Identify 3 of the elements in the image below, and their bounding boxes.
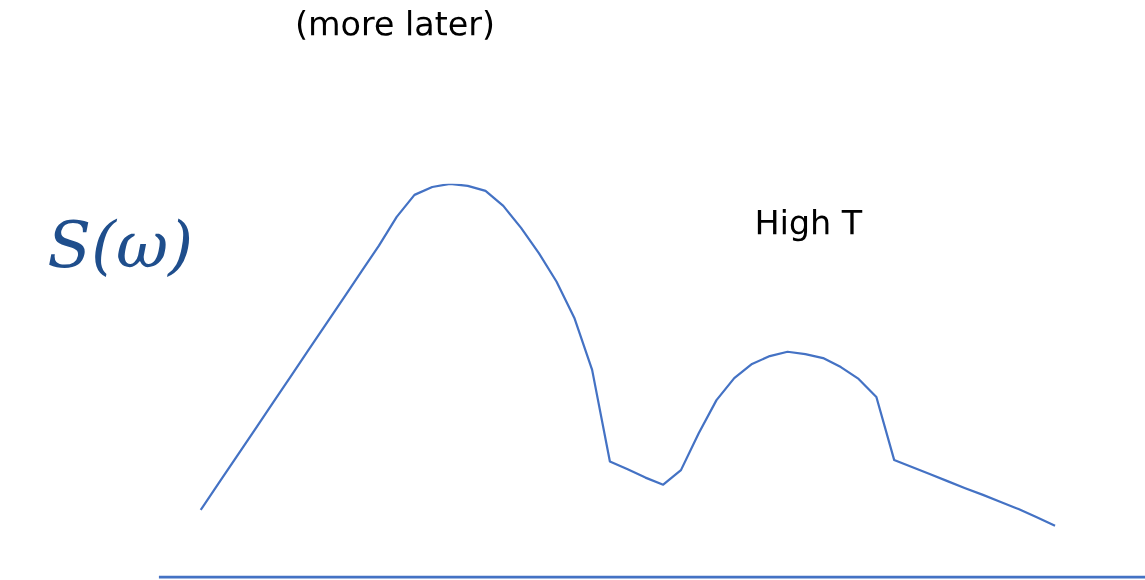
annotation: High T [757, 208, 863, 242]
y-axis-title: S(ω) [49, 218, 190, 277]
chart-title: (more later) [297, 9, 493, 40]
